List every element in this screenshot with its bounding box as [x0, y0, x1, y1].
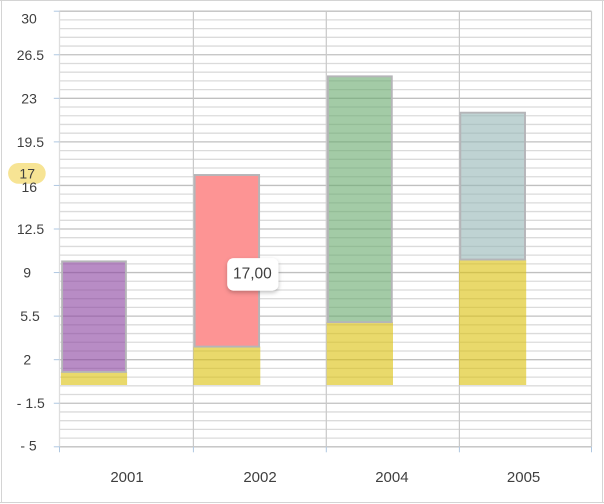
- svg-text:5.5: 5.5: [20, 308, 40, 324]
- svg-text:- 1.5: - 1.5: [17, 395, 45, 411]
- svg-text:30: 30: [21, 11, 37, 27]
- svg-text:16: 16: [22, 179, 38, 195]
- svg-text:2004: 2004: [375, 469, 408, 486]
- svg-text:19.5: 19.5: [17, 134, 44, 150]
- svg-text:23: 23: [21, 90, 37, 106]
- svg-text:17: 17: [19, 165, 35, 181]
- svg-text:2001: 2001: [110, 469, 143, 486]
- svg-text:17,00: 17,00: [233, 265, 272, 282]
- svg-text:2: 2: [23, 352, 31, 368]
- svg-text:12.5: 12.5: [17, 221, 44, 237]
- svg-text:2005: 2005: [507, 469, 540, 486]
- svg-text:- 5: - 5: [20, 437, 37, 453]
- svg-text:2002: 2002: [243, 469, 276, 486]
- svg-text:9: 9: [23, 265, 31, 281]
- svg-text:26.5: 26.5: [17, 47, 44, 63]
